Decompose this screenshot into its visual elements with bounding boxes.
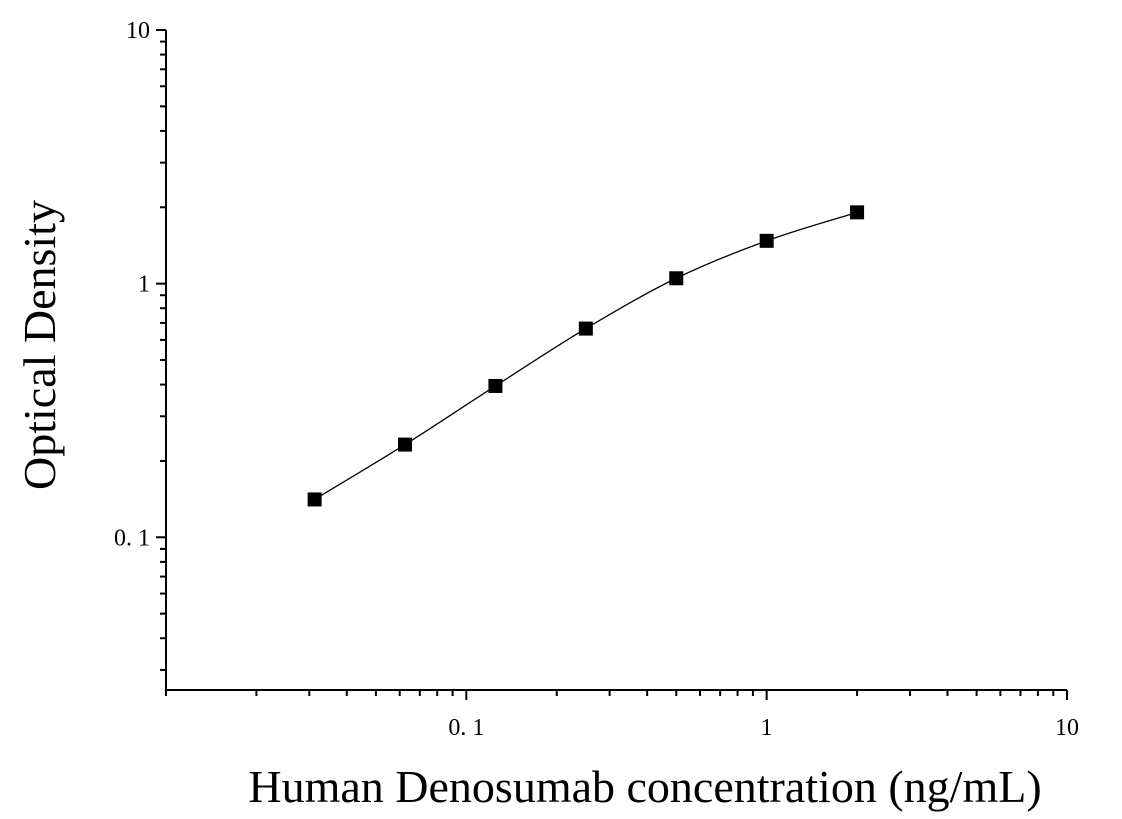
fit-curve xyxy=(314,211,858,500)
data-point xyxy=(759,233,774,248)
data-point xyxy=(850,205,865,220)
y-axis-title: Optical Density xyxy=(14,200,65,490)
data-point xyxy=(488,378,503,393)
ticks: 0. 1 1 10 0. 1 1 10 xyxy=(114,18,1079,741)
axes xyxy=(165,30,1067,691)
data-point xyxy=(578,321,593,336)
x-tick-label: 1 xyxy=(761,715,773,741)
y-tick-label: 10 xyxy=(126,18,150,44)
x-tick-label: 10 xyxy=(1055,715,1079,741)
data-point xyxy=(398,437,413,452)
fit-curve-layer xyxy=(314,211,858,500)
x-tick-label: 0. 1 xyxy=(448,715,484,741)
x-axis-title: Human Denosumab concentration (ng/mL) xyxy=(248,761,1041,812)
y-tick-label: 0. 1 xyxy=(114,525,150,551)
data-point xyxy=(669,271,684,286)
data-point xyxy=(307,492,322,507)
y-tick-label: 1 xyxy=(138,272,150,298)
data-points xyxy=(307,205,865,507)
